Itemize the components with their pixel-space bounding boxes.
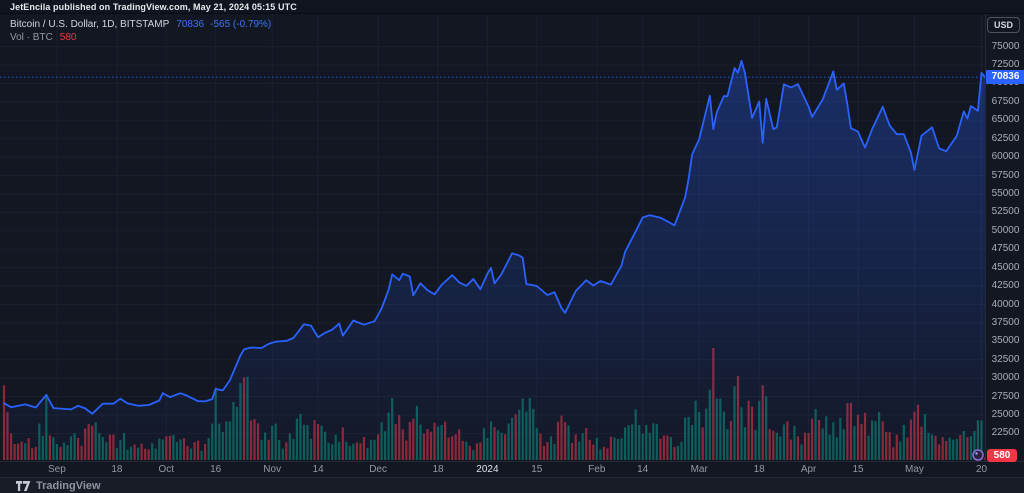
time-scale[interactable]: Sep 18 Oct 16 Nov 14 Dec 18 2024 15 Feb 14 Mar 18 Apr 1…	[0, 461, 1024, 477]
time-tick-label: 18	[111, 464, 123, 475]
time-tick-label: Mar	[690, 464, 708, 475]
price-tick-label: 45000	[991, 261, 1020, 273]
legend-volume-value: 580	[59, 32, 77, 43]
time-tick-label: Oct	[158, 464, 175, 475]
price-tick-label: 27500	[991, 390, 1020, 402]
tradingview-logo-icon	[16, 480, 31, 491]
legend-row-volume: Vol · BTC 580	[10, 31, 271, 44]
time-tick-label: 2024	[476, 464, 499, 475]
time-tick-label: 18	[432, 464, 444, 475]
price-tick-label: 50000	[991, 224, 1020, 236]
price-line	[3, 59, 985, 415]
time-tick-label: Feb	[588, 464, 606, 475]
time-tick-label: 18	[753, 464, 765, 475]
price-tick-label: 65000	[991, 114, 1020, 126]
price-tick-label: 25000	[991, 409, 1020, 420]
price-tick-label: 52500	[991, 206, 1020, 218]
price-tick-label: 22500	[991, 427, 1020, 439]
price-tick-label: 72500	[991, 59, 1020, 70]
footer-bar: TradingView	[0, 477, 1024, 493]
currency-usd-button[interactable]: USD	[986, 17, 1020, 33]
price-tick-label: 55000	[991, 188, 1020, 199]
price-tick-label: 32500	[991, 353, 1020, 365]
time-tick-label: 15	[852, 464, 864, 475]
attribution-bar: JetEncila published on TradingView.com, …	[0, 0, 1024, 14]
legend-change: -565 (-0.79%)	[210, 19, 272, 30]
time-tick-label: 20	[975, 464, 988, 475]
price-tick-label: 67500	[991, 95, 1020, 107]
time-tick-label: 14	[312, 464, 324, 475]
price-area-fill	[4, 60, 985, 460]
last-price-badge: 70836	[986, 70, 1024, 85]
price-tick-label: 42500	[991, 280, 1020, 291]
time-tick-label: 16	[210, 464, 222, 475]
price-tick-label: 40000	[991, 298, 1020, 310]
price-chart-svg	[0, 14, 985, 461]
price-tick-label: 35000	[991, 335, 1020, 347]
price-tick-label: 37500	[991, 316, 1020, 328]
legend-symbol-title[interactable]: Bitcoin / U.S. Dollar, 1D, BITSTAMP	[10, 19, 170, 30]
legend-last-price: 70836	[176, 19, 205, 30]
time-tick-label: May	[904, 464, 924, 475]
time-tick-label: Dec	[369, 464, 387, 475]
time-tick-label: 15	[531, 464, 543, 475]
purple-circle-marker	[972, 449, 984, 461]
price-tick-label: 30000	[991, 372, 1020, 384]
last-volume-badge: 580	[987, 449, 1017, 462]
price-tick-label: 57500	[991, 169, 1020, 181]
time-tick-label: Apr	[800, 464, 817, 475]
attribution-text: JetEncila published on TradingView.com, …	[10, 2, 297, 12]
legend-row-symbol: Bitcoin / U.S. Dollar, 1D, BITSTAMP 70836…	[10, 18, 271, 31]
price-tick-label: 62500	[991, 132, 1020, 144]
footer-brand-link[interactable]: TradingView	[36, 479, 101, 492]
price-tick-label: 60000	[991, 151, 1020, 163]
price-tick-label: 47500	[991, 243, 1020, 255]
legend-volume-label: Vol · BTC	[10, 32, 53, 43]
time-tick-label: Sep	[47, 464, 66, 475]
time-tick-label: Nov	[263, 464, 282, 475]
time-tick-label: 14	[637, 464, 649, 475]
price-tick-label: 75000	[991, 40, 1020, 52]
chart-legend: Bitcoin / U.S. Dollar, 1D, BITSTAMP 70836…	[10, 18, 271, 44]
price-scale[interactable]: 7500072500700006750065000625006000057500…	[985, 14, 1024, 462]
chart-canvas[interactable]: Bitcoin / U.S. Dollar, 1D, BITSTAMP 70836…	[0, 14, 985, 461]
